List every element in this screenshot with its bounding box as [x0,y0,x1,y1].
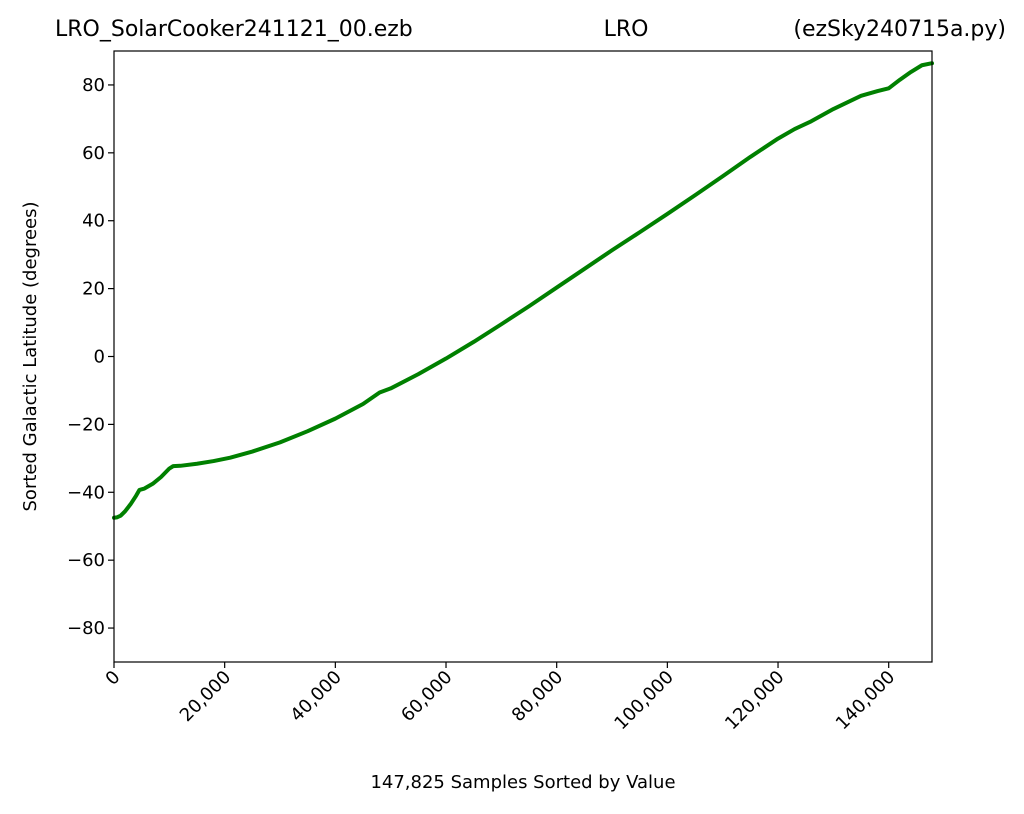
marks-layer [112,61,934,520]
y-tick-label: 40 [82,211,105,232]
x-axis-label: 147,825 Samples Sorted by Value [370,772,675,793]
x-tick-label: 0 [102,667,125,690]
y-tick-label: −20 [67,414,105,435]
y-tick-label: 20 [82,279,105,300]
x-tick-label: 140,000 [832,667,899,734]
series-line-0 [112,61,934,520]
chart-title-left: LRO_SolarCooker241121_00.ezb [55,17,413,42]
y-axis-label: Sorted Galactic Latitude (degrees) [20,201,41,511]
y-tick-label: 60 [82,143,105,164]
x-tick-label: 40,000 [286,667,345,726]
x-tick-label: 20,000 [176,667,235,726]
plot-frame [113,50,933,663]
chart-title-right: (ezSky240715a.py) [793,17,1006,42]
x-tick-label: 60,000 [397,667,456,726]
y-tick-label: −80 [67,618,105,639]
chart-title-center: LRO [604,17,649,42]
x-tick-label: 100,000 [610,667,677,734]
x-tick-label: 120,000 [721,667,788,734]
y-tick-label: 80 [82,75,105,96]
y-tick-label: −40 [67,482,105,503]
ticks-layer: −80 −60 −40 −20 0 20 40 60 80 0 20,000 40,000 60,000… [67,75,899,734]
y-tick-label: 0 [94,347,105,368]
y-tick-label: −60 [67,550,105,571]
x-tick-label: 80,000 [508,667,567,726]
